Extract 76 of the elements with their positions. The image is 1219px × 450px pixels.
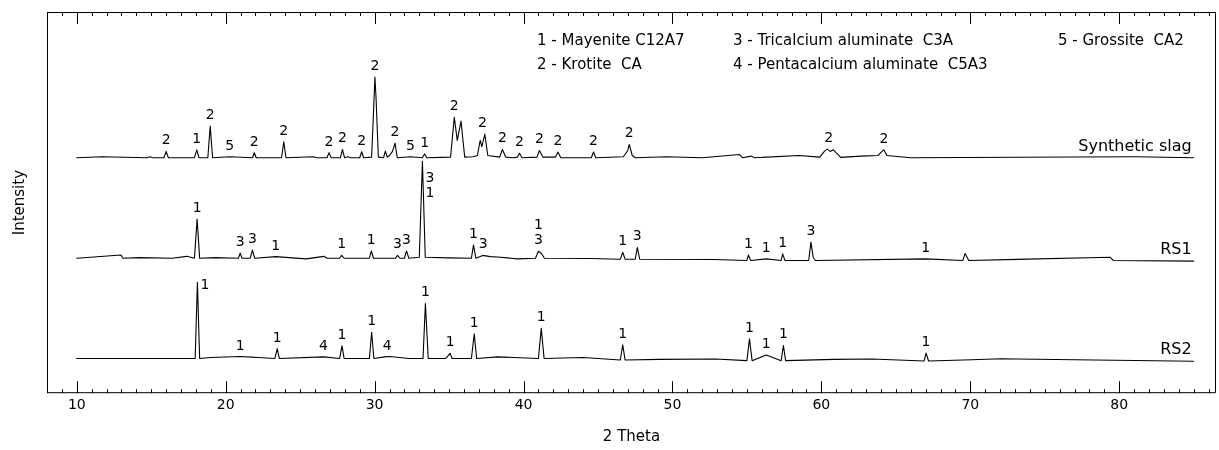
- x-tick-label: 30: [365, 396, 384, 413]
- annotation: 3: [632, 227, 642, 244]
- annotation: 5: [405, 136, 415, 153]
- annotation: 1: [235, 336, 245, 353]
- annotation: 1: [778, 325, 788, 342]
- annotation: 2: [161, 131, 171, 148]
- y-axis-title: Intensity: [9, 169, 28, 236]
- annotation: 1: [744, 318, 754, 335]
- text: 5 - Grossite CA2: [1058, 30, 1184, 49]
- annotation: 2: [249, 132, 259, 149]
- annotation: 2: [478, 114, 488, 130]
- annotation: 2: [357, 131, 367, 148]
- text: 3 - Tricalcium aluminate C3A: [733, 30, 954, 49]
- annotation: 1: [271, 236, 281, 253]
- annotation: 1: [337, 325, 347, 342]
- annotation: 1: [367, 312, 377, 329]
- annotation: 1: [192, 199, 202, 216]
- x-tick-label: 60: [812, 396, 831, 413]
- annotation: 3: [235, 233, 245, 250]
- x-tick-label: 10: [67, 396, 86, 413]
- annotation: 2: [624, 124, 634, 141]
- annotation: 1: [778, 233, 788, 250]
- annotation: 1: [445, 333, 455, 350]
- x-tick-label: 40: [514, 396, 533, 413]
- annotation: 2: [337, 129, 347, 146]
- annotation: 2: [497, 129, 507, 146]
- annotation: 2: [370, 57, 380, 74]
- series-label: RS1: [1160, 239, 1192, 259]
- annotation: 3: [402, 230, 411, 247]
- x-axis-title: 2 Theta: [602, 426, 661, 445]
- annotation: 1: [337, 235, 347, 252]
- annotation: 1: [536, 308, 546, 325]
- annotation: 2: [205, 106, 215, 123]
- series-label: RS2: [1160, 339, 1192, 359]
- x-tick-label: 20: [216, 396, 235, 413]
- x-tick-label: 80: [1110, 396, 1129, 413]
- annotation: 1: [618, 324, 628, 341]
- annotation: 4: [319, 336, 328, 353]
- text: 4 - Pentacalcium aluminate C5A3: [733, 54, 988, 73]
- annotation: 2: [824, 129, 834, 146]
- annotation: 3 1: [425, 169, 435, 201]
- annotation: 1: [469, 224, 478, 241]
- annotation: 1: [761, 334, 771, 351]
- annotation: 2: [449, 97, 459, 114]
- annotation: 2: [324, 132, 334, 149]
- annotation: 3: [247, 230, 257, 246]
- annotation: 1: [921, 238, 931, 255]
- annotation: 2: [589, 132, 598, 149]
- annotation: 1: [618, 232, 628, 249]
- annotation: 1 3: [533, 216, 543, 248]
- annotation: 1: [469, 313, 479, 330]
- annotation: 1: [921, 333, 931, 350]
- annotation: 4: [382, 336, 392, 353]
- annotation: 3: [478, 235, 488, 252]
- annotation: 1: [192, 129, 202, 146]
- annotation: 1: [420, 283, 430, 300]
- annotation: 2: [553, 132, 563, 149]
- annotation: 2: [279, 121, 289, 138]
- annotation: 1: [420, 133, 430, 150]
- annotation: 3: [393, 235, 403, 252]
- annotation: 2: [515, 133, 524, 150]
- annotation: 5: [225, 136, 235, 153]
- annotation: 3: [806, 222, 816, 239]
- x-tick-label: 70: [961, 396, 980, 413]
- annotation: 1: [366, 230, 376, 247]
- annotation: 2: [390, 123, 400, 140]
- annotation: 1: [200, 276, 210, 293]
- x-tick-label: 50: [663, 396, 682, 413]
- annotation: 1: [272, 328, 282, 345]
- series-label: Synthetic slag: [1078, 135, 1192, 155]
- text: 2 - Krotite CA: [537, 54, 643, 73]
- annotation: 2: [535, 130, 544, 147]
- text: 1 - Mayenite C12A7: [537, 30, 685, 49]
- annotation: 1: [761, 238, 771, 255]
- annotation: 1: [743, 235, 753, 252]
- annotation: 2: [879, 129, 889, 146]
